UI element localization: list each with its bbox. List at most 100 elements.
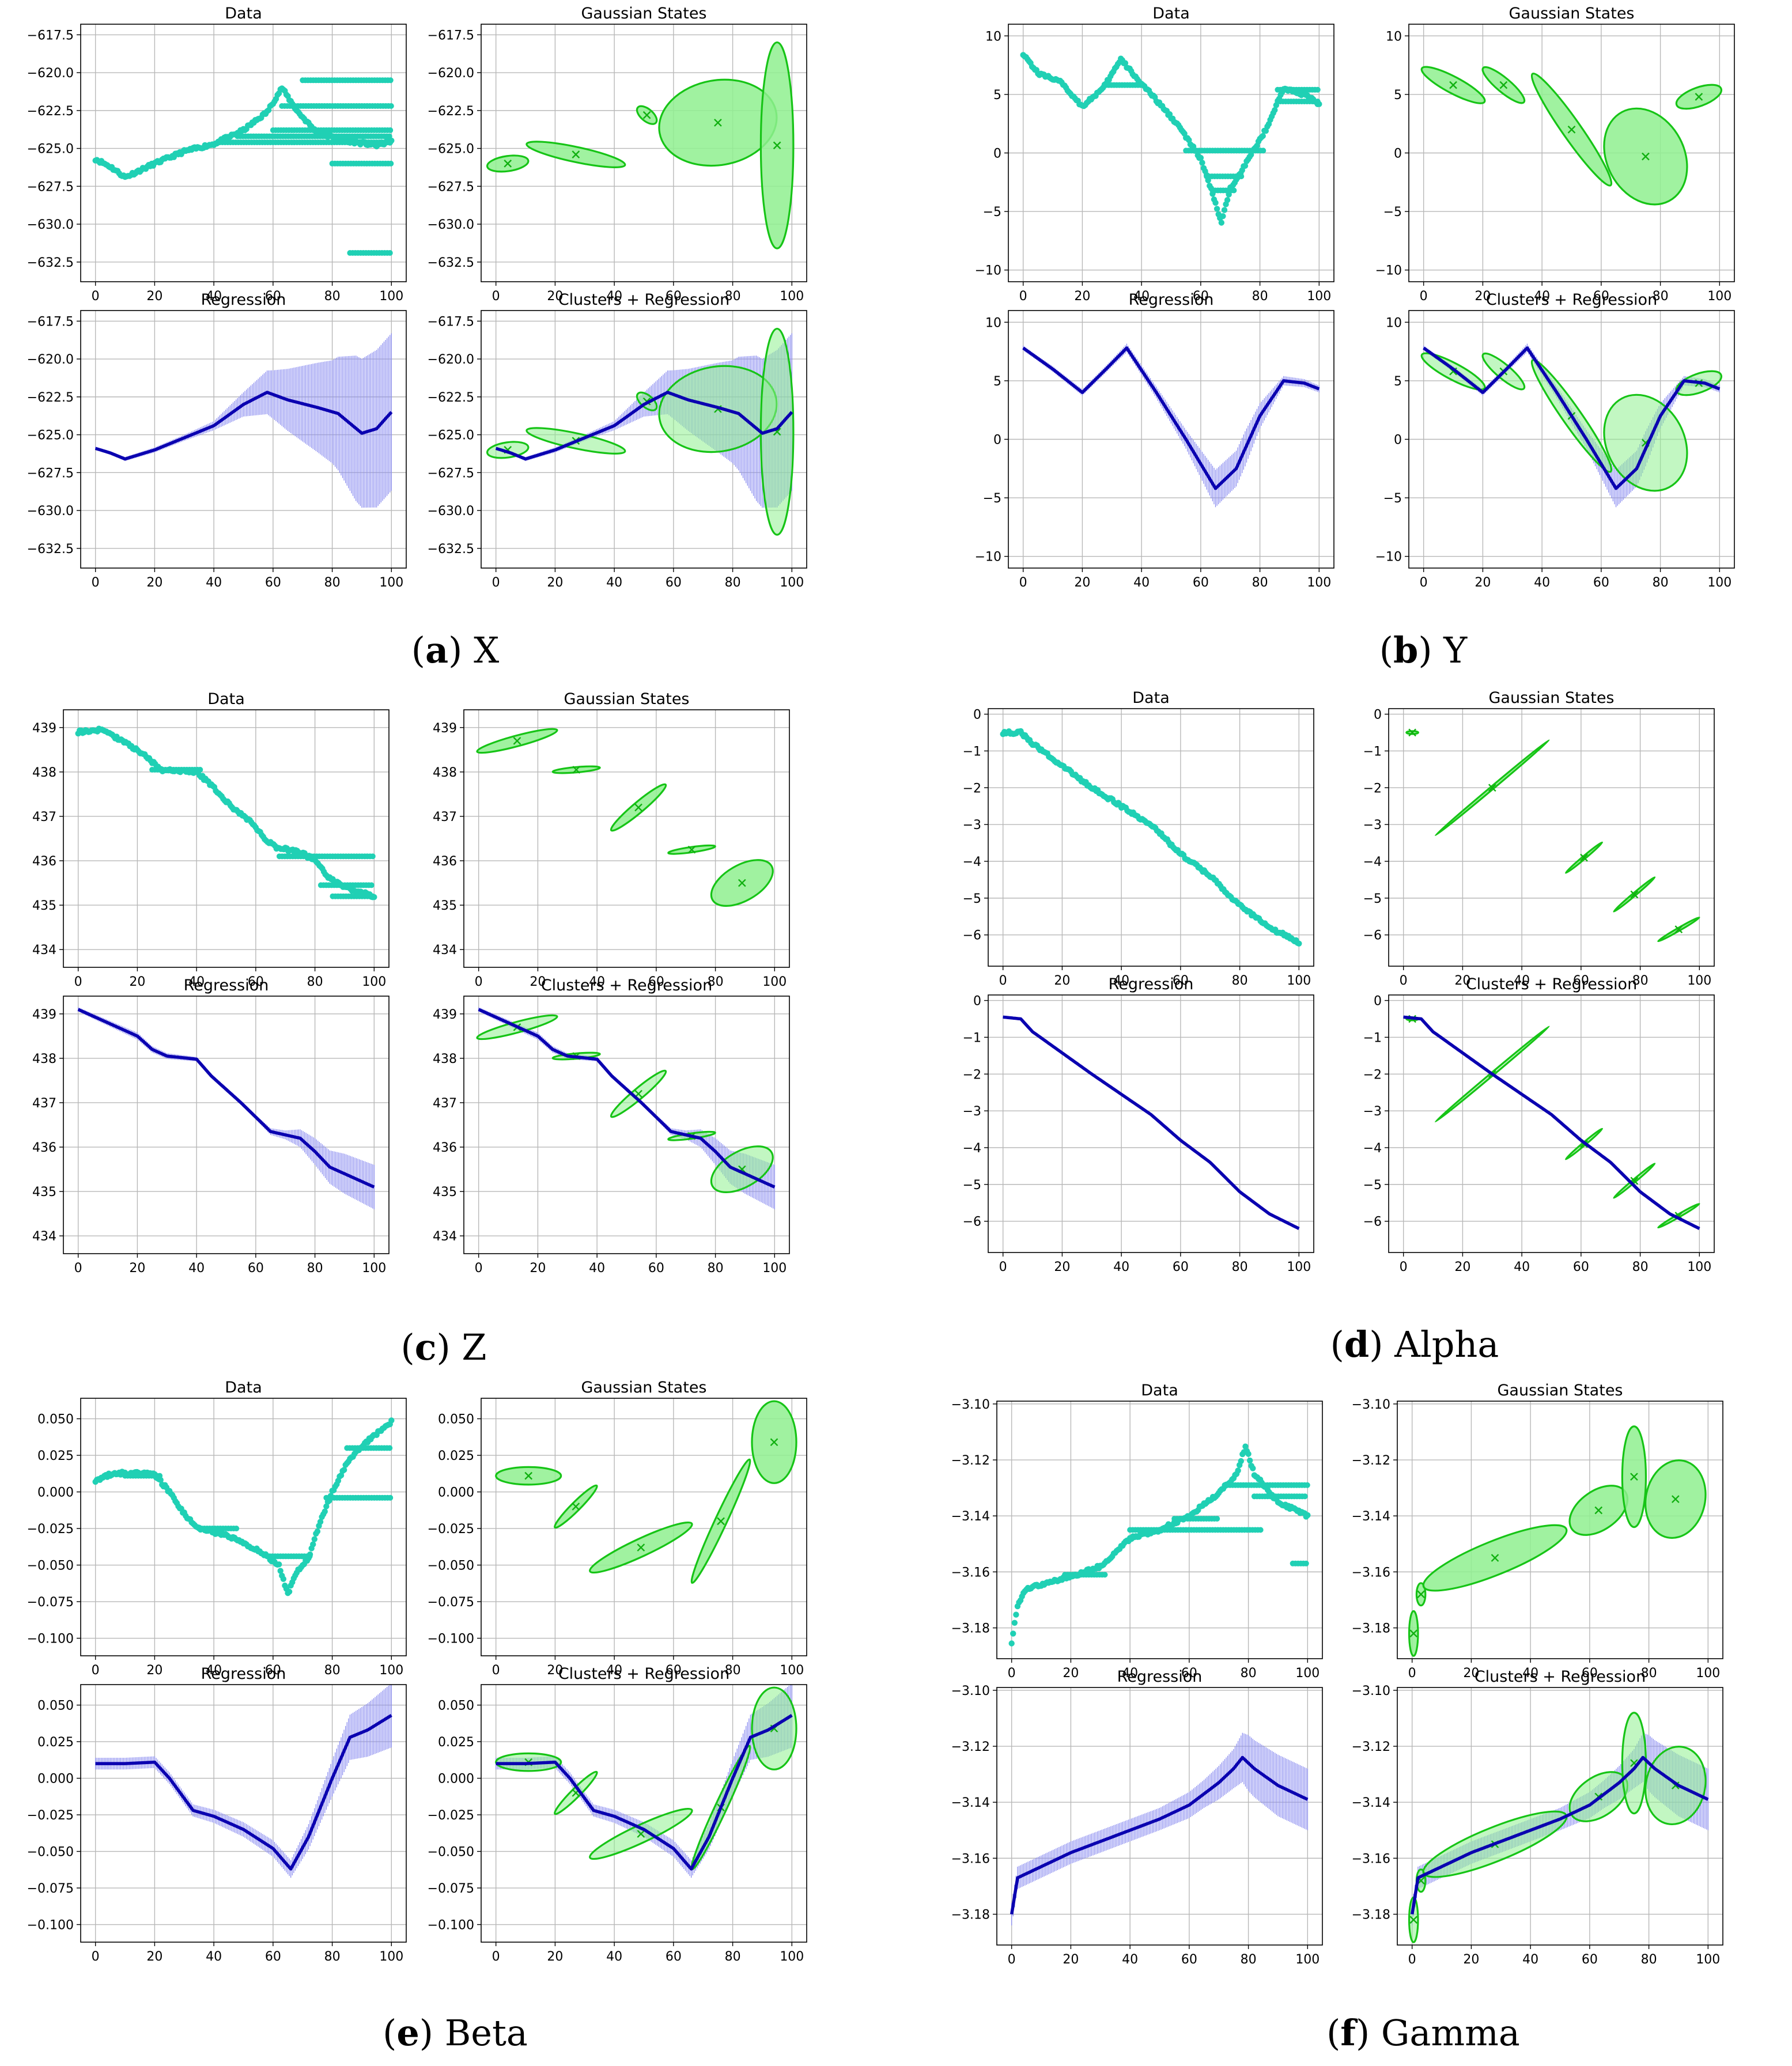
state-center-marker [738, 879, 746, 887]
state-center-marker [1449, 81, 1457, 89]
y-tick-label: 0.025 [37, 1735, 74, 1750]
x-tick-label: 60 [1173, 1260, 1189, 1274]
x-tick-label: 80 [1653, 576, 1669, 590]
regression-line [94, 391, 393, 461]
state-center-marker [1594, 1506, 1603, 1515]
y-tick-label: 437 [32, 810, 56, 824]
data-point [388, 1417, 395, 1424]
data-point [1010, 1630, 1016, 1637]
x-tick-label: 40 [1133, 289, 1150, 304]
x-tick-label: 20 [129, 975, 145, 989]
panel-title: Data [1132, 689, 1169, 707]
y-tick-label: −5 [963, 892, 981, 906]
y-tick-label: −0.100 [27, 1919, 74, 1933]
panel-z-band: 0 20 40 60 80 100 439 438 437 436 435 434 Regression [32, 977, 390, 1276]
y-tick-label: 438 [433, 766, 457, 780]
panel-title: Data [225, 1379, 262, 1397]
x-tick-label: 40 [206, 576, 222, 590]
plot-area [77, 1007, 375, 1209]
y-tick-label: −5 [983, 205, 1001, 220]
x-tick-label: 0 [1408, 1666, 1416, 1681]
caption-paren-open: ( [401, 1326, 415, 1368]
caption-letter: b [1393, 629, 1418, 671]
state-center-marker [1499, 81, 1508, 89]
x-tick-label: 40 [1514, 974, 1530, 988]
y-tick-label: −622.5 [27, 104, 74, 119]
y-tick-label: 434 [433, 1229, 457, 1244]
panel-y-data: 0 20 40 60 80 100 10 5 0 −5 −10 Data [975, 5, 1334, 304]
x-tick-label: 40 [206, 289, 222, 304]
state-center-marker [1488, 784, 1496, 792]
caption-paren-close: ) [419, 2012, 445, 2054]
y-tick-label: −3.12 [951, 1454, 990, 1468]
regression-line [95, 1713, 392, 1871]
state-center-marker [572, 150, 580, 158]
x-tick-label: 0 [92, 1663, 100, 1678]
panel-title: Data [1141, 1382, 1178, 1399]
x-tick-label: 60 [666, 1950, 682, 1964]
y-tick-label: 0.050 [37, 1413, 74, 1427]
y-tick-label: −0.075 [27, 1595, 74, 1610]
y-tick-label: 0.000 [438, 1772, 474, 1787]
y-tick-label: 0.025 [37, 1449, 74, 1463]
y-tick-label: −3.10 [951, 1398, 990, 1412]
y-tick-label: −622.5 [27, 391, 74, 405]
plot-area [1008, 1443, 1311, 1647]
state-center-marker [773, 141, 781, 150]
caption-paren-close: ) [448, 629, 474, 671]
data-point [387, 77, 394, 84]
y-tick-label: −630.0 [428, 218, 474, 232]
data-point [1137, 82, 1144, 88]
panel-alpha-combo: 0 20 40 60 80 100 0 −1 −2 −3 −4 −5 −6 Clusters + Regr… [1363, 975, 1715, 1274]
y-tick-label: 434 [32, 1229, 56, 1244]
y-tick-label: −617.5 [27, 28, 74, 43]
state-center-marker [637, 1543, 645, 1552]
y-tick-label: 439 [32, 721, 56, 736]
data-point [1235, 1467, 1241, 1474]
y-tick-label: −620.0 [428, 353, 474, 367]
x-tick-label: 80 [307, 975, 323, 989]
plot-area [1408, 1425, 1707, 1657]
x-tick-label: 40 [1534, 289, 1550, 304]
y-tick-label: −622.5 [428, 391, 474, 405]
y-tick-label: 436 [433, 1141, 457, 1155]
caption-text: Y [1443, 629, 1468, 671]
data-point [322, 1508, 328, 1515]
state-center-marker [572, 766, 581, 774]
caption-alpha: (d) Alpha [1330, 1323, 1499, 1365]
panel-beta-combo: 0 20 40 60 80 100 0.050 0.025 0.000 −0.025 −0.050 −… [428, 1665, 807, 1964]
y-tick-label: 436 [32, 854, 56, 869]
y-tick-label: 0.000 [438, 1486, 474, 1500]
x-tick-label: 20 [547, 289, 563, 304]
panel-beta-states: 0 20 40 60 80 100 0.050 0.025 0.000 −0.025 −0.050 −… [428, 1379, 807, 1678]
caption-paren-close: ) [436, 1326, 462, 1368]
y-tick-label: −625.0 [27, 142, 74, 157]
y-tick-label: 435 [32, 1185, 56, 1200]
x-tick-label: 20 [547, 576, 563, 590]
y-tick-label: −620.0 [428, 66, 474, 81]
data-point [1260, 147, 1267, 154]
panel-z-combo: 0 20 40 60 80 100 439 438 437 436 435 434 Clusters +… [433, 977, 790, 1276]
y-tick-label: −3 [1363, 1104, 1382, 1119]
data-point [1102, 1572, 1108, 1578]
panel-title: Gaussian States [1509, 5, 1635, 22]
y-tick-label: −4 [1363, 855, 1382, 869]
x-tick-label: 80 [725, 289, 741, 304]
y-tick-label: −3 [963, 1104, 981, 1119]
x-tick-label: 100 [379, 289, 403, 304]
y-tick-label: −1 [963, 744, 981, 759]
x-tick-label: 40 [1133, 576, 1150, 590]
y-tick-label: 0.025 [438, 1449, 474, 1463]
x-tick-label: 40 [589, 975, 605, 989]
data-point [1197, 154, 1204, 161]
x-tick-label: 40 [606, 576, 622, 590]
y-tick-label: −10 [975, 264, 1001, 278]
regression-line [495, 391, 793, 461]
plot-area [476, 1007, 776, 1209]
caption-text: X [474, 629, 499, 671]
data-point [1122, 60, 1129, 66]
y-tick-label: 0 [1394, 433, 1402, 448]
x-tick-label: 60 [265, 1663, 281, 1678]
y-tick-label: 435 [433, 1185, 457, 1200]
x-tick-label: 60 [1181, 1666, 1197, 1681]
